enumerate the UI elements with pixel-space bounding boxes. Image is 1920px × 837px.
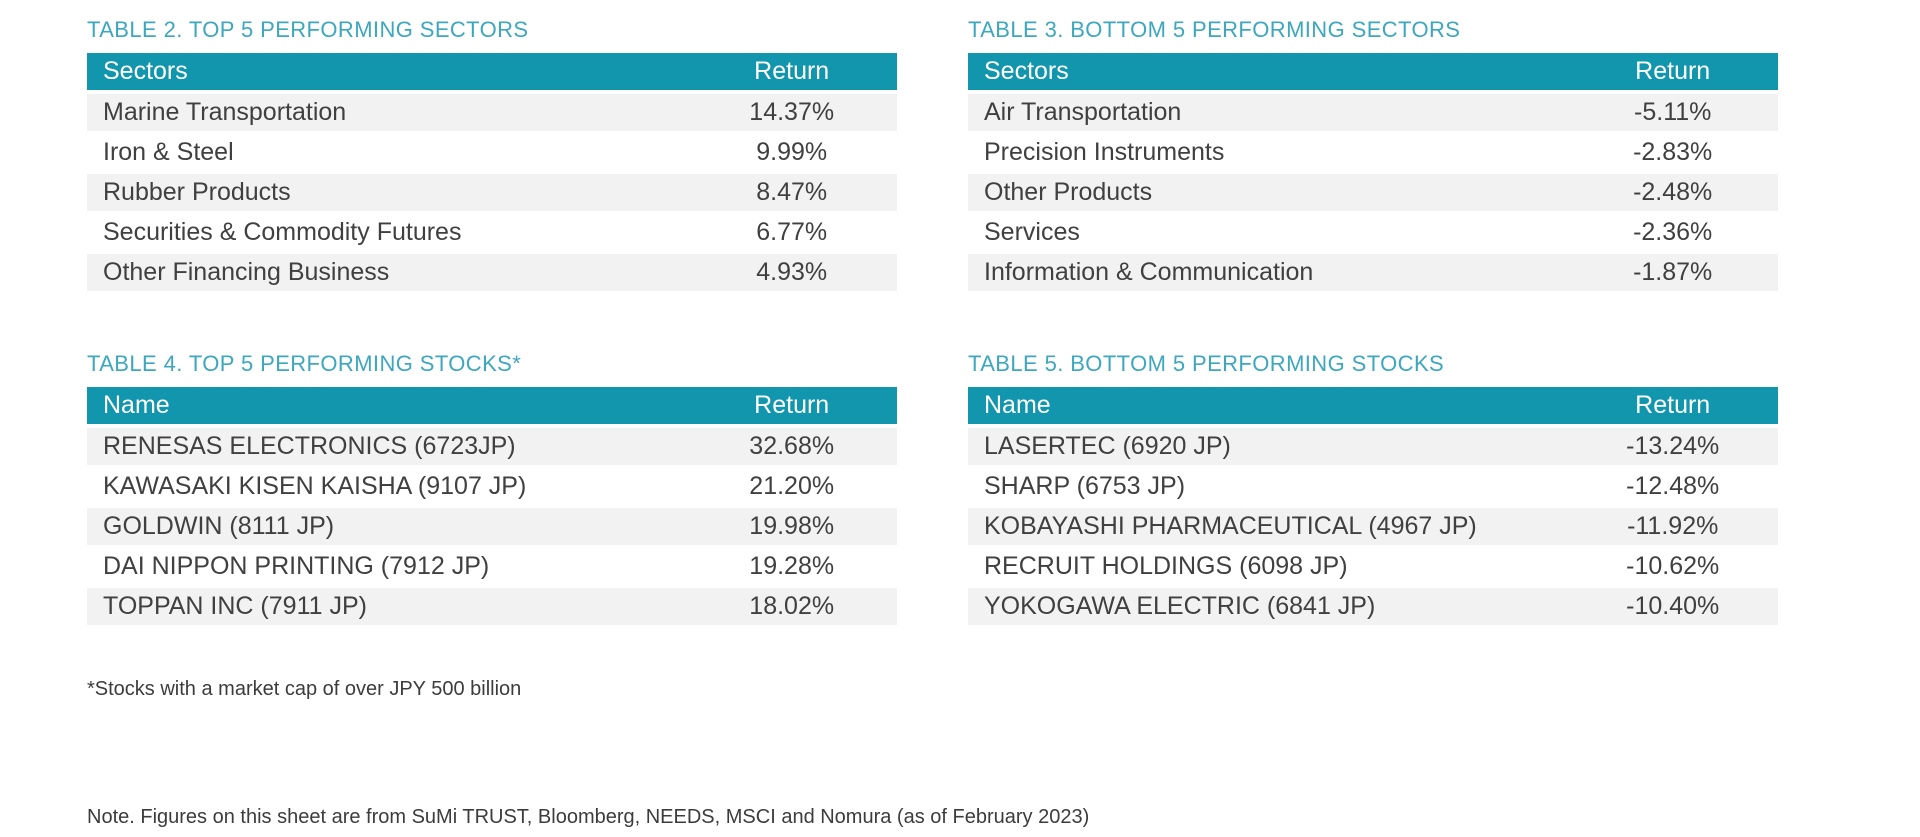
- table-header-row: Name Return: [968, 387, 1778, 428]
- sector-cell: Marine Transportation: [87, 94, 687, 134]
- return-cell: -11.92%: [1567, 508, 1778, 548]
- return-cell: 18.02%: [686, 588, 897, 628]
- bottom-stocks-title: TABLE 5. BOTTOM 5 PERFORMING STOCKS: [968, 351, 1445, 376]
- table-row: Marine Transportation 14.37%: [87, 94, 897, 134]
- return-column-header: Return: [1567, 53, 1778, 94]
- top-stocks-table: Name Return RENESAS ELECTRONICS (6723JP)…: [87, 387, 897, 628]
- return-cell: 8.47%: [686, 174, 897, 214]
- return-column-header: Return: [686, 53, 897, 94]
- table-row: DAI NIPPON PRINTING (7912 JP) 19.28%: [87, 548, 897, 588]
- sector-cell: Services: [968, 214, 1568, 254]
- sector-cell: Precision Instruments: [968, 134, 1568, 174]
- table-row: Securities & Commodity Futures 6.77%: [87, 214, 897, 254]
- return-column-header: Return: [686, 387, 897, 428]
- market-cap-footnote: *Stocks with a market cap of over JPY 50…: [87, 678, 522, 700]
- table-row: Iron & Steel 9.99%: [87, 134, 897, 174]
- return-cell: 4.93%: [686, 254, 897, 294]
- name-column-header: Name: [968, 387, 1568, 428]
- table-row: Services -2.36%: [968, 214, 1778, 254]
- data-source-note: Note. Figures on this sheet are from SuM…: [87, 806, 1090, 828]
- table-row: Information & Communication -1.87%: [968, 254, 1778, 294]
- return-cell: -12.48%: [1567, 468, 1778, 508]
- sectors-column-header: Sectors: [87, 53, 687, 94]
- top-stocks-section: TABLE 4. TOP 5 PERFORMING STOCKS* Name R…: [87, 350, 897, 628]
- sector-cell: Securities & Commodity Futures: [87, 214, 687, 254]
- stock-cell: LASERTEC (6920 JP): [968, 428, 1568, 468]
- return-cell: 19.28%: [686, 548, 897, 588]
- sector-cell: Other Financing Business: [87, 254, 687, 294]
- table-header-row: Name Return: [87, 387, 897, 428]
- return-cell: 9.99%: [686, 134, 897, 174]
- return-cell: 21.20%: [686, 468, 897, 508]
- table-row: KOBAYASHI PHARMACEUTICAL (4967 JP) -11.9…: [968, 508, 1778, 548]
- top-sectors-section: TABLE 2. TOP 5 PERFORMING SECTORS Sector…: [87, 16, 897, 294]
- table-row: GOLDWIN (8111 JP) 19.98%: [87, 508, 897, 548]
- bottom-stocks-section: TABLE 5. BOTTOM 5 PERFORMING STOCKS Name…: [968, 350, 1778, 628]
- bottom-stocks-table: Name Return LASERTEC (6920 JP) -13.24% S…: [968, 387, 1778, 628]
- bottom-sectors-section: TABLE 3. BOTTOM 5 PERFORMING SECTORS Sec…: [968, 16, 1778, 294]
- table-row: KAWASAKI KISEN KAISHA (9107 JP) 21.20%: [87, 468, 897, 508]
- table-row: Other Products -2.48%: [968, 174, 1778, 214]
- table-header-row: Sectors Return: [968, 53, 1778, 94]
- table-row: YOKOGAWA ELECTRIC (6841 JP) -10.40%: [968, 588, 1778, 628]
- sector-cell: Iron & Steel: [87, 134, 687, 174]
- stock-cell: TOPPAN INC (7911 JP): [87, 588, 687, 628]
- top-sectors-table: Sectors Return Marine Transportation 14.…: [87, 53, 897, 294]
- return-cell: -10.62%: [1567, 548, 1778, 588]
- return-cell: 6.77%: [686, 214, 897, 254]
- stock-cell: SHARP (6753 JP): [968, 468, 1568, 508]
- return-cell: -2.48%: [1567, 174, 1778, 214]
- table-row: Rubber Products 8.47%: [87, 174, 897, 214]
- sector-cell: Air Transportation: [968, 94, 1568, 134]
- return-cell: 14.37%: [686, 94, 897, 134]
- table-row: LASERTEC (6920 JP) -13.24%: [968, 428, 1778, 468]
- stock-cell: RENESAS ELECTRONICS (6723JP): [87, 428, 687, 468]
- sector-cell: Rubber Products: [87, 174, 687, 214]
- return-cell: -2.36%: [1567, 214, 1778, 254]
- stock-cell: GOLDWIN (8111 JP): [87, 508, 687, 548]
- return-column-header: Return: [1567, 387, 1778, 428]
- table-row: RENESAS ELECTRONICS (6723JP) 32.68%: [87, 428, 897, 468]
- table-row: RECRUIT HOLDINGS (6098 JP) -10.62%: [968, 548, 1778, 588]
- sector-cell: Other Products: [968, 174, 1568, 214]
- return-cell: -13.24%: [1567, 428, 1778, 468]
- name-column-header: Name: [87, 387, 687, 428]
- stock-cell: RECRUIT HOLDINGS (6098 JP): [968, 548, 1568, 588]
- bottom-sectors-title: TABLE 3. BOTTOM 5 PERFORMING SECTORS: [968, 17, 1461, 42]
- stock-cell: YOKOGAWA ELECTRIC (6841 JP): [968, 588, 1568, 628]
- table-header-row: Sectors Return: [87, 53, 897, 94]
- bottom-sectors-table: Sectors Return Air Transportation -5.11%…: [968, 53, 1778, 294]
- sectors-column-header: Sectors: [968, 53, 1568, 94]
- return-cell: 19.98%: [686, 508, 897, 548]
- table-row: Air Transportation -5.11%: [968, 94, 1778, 134]
- return-cell: -1.87%: [1567, 254, 1778, 294]
- return-cell: -10.40%: [1567, 588, 1778, 628]
- table-row: SHARP (6753 JP) -12.48%: [968, 468, 1778, 508]
- stock-cell: DAI NIPPON PRINTING (7912 JP): [87, 548, 687, 588]
- return-cell: -2.83%: [1567, 134, 1778, 174]
- sector-cell: Information & Communication: [968, 254, 1568, 294]
- stock-cell: KOBAYASHI PHARMACEUTICAL (4967 JP): [968, 508, 1568, 548]
- return-cell: 32.68%: [686, 428, 897, 468]
- table-row: TOPPAN INC (7911 JP) 18.02%: [87, 588, 897, 628]
- top-sectors-title: TABLE 2. TOP 5 PERFORMING SECTORS: [87, 17, 529, 42]
- table-row: Other Financing Business 4.93%: [87, 254, 897, 294]
- return-cell: -5.11%: [1567, 94, 1778, 134]
- table-row: Precision Instruments -2.83%: [968, 134, 1778, 174]
- stock-cell: KAWASAKI KISEN KAISHA (9107 JP): [87, 468, 687, 508]
- top-stocks-title: TABLE 4. TOP 5 PERFORMING STOCKS*: [87, 351, 522, 376]
